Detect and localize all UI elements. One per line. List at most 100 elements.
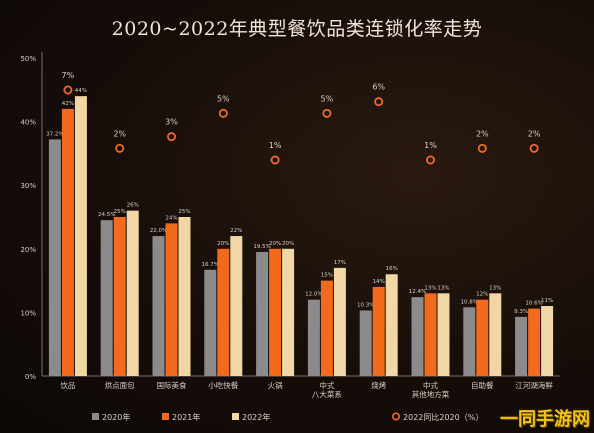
x-tick-label: 中式 — [423, 380, 438, 390]
bar-2022 — [541, 306, 554, 376]
bar-2020 — [515, 316, 528, 376]
change-value-label: 1% — [424, 141, 437, 150]
x-tick-label: 其他地方菜 — [412, 389, 450, 399]
bar-2022 — [230, 236, 243, 376]
bar-value-label: 16% — [386, 266, 398, 272]
y-tick-label: 40% — [20, 119, 36, 127]
change-point — [529, 143, 539, 153]
bar-2021 — [113, 217, 126, 376]
x-tick-label: 中式 — [319, 380, 334, 390]
change-value-label: 5% — [217, 94, 230, 103]
bar-value-label: 10.3% — [357, 302, 374, 308]
bar-value-label: 13% — [437, 285, 449, 291]
legend-swatch-2020 — [92, 413, 99, 420]
bar-2020 — [256, 251, 269, 376]
x-tick-label: 自助餐 — [471, 380, 494, 390]
bar-value-label: 37.2% — [46, 131, 63, 137]
change-value-label: 2% — [528, 129, 541, 138]
bar-2021 — [372, 286, 385, 376]
change-value-label: 1% — [269, 141, 282, 150]
bar-value-label: 24.5% — [98, 212, 115, 218]
bar-2020 — [48, 139, 61, 376]
change-value-label: 2% — [476, 129, 489, 138]
bar-2020 — [463, 307, 476, 376]
bar-2021 — [269, 248, 282, 376]
y-tick-label: 0% — [25, 373, 36, 381]
change-value-label: 5% — [321, 94, 334, 103]
change-point — [166, 132, 176, 142]
x-tick-label: 八大菜系 — [312, 389, 342, 399]
change-point — [477, 143, 487, 153]
bar-value-label: 12.4% — [409, 289, 426, 295]
legend-label-2020: 2020年 — [102, 412, 130, 422]
y-tick-label: 50% — [20, 55, 36, 63]
legend-swatch-2021 — [162, 413, 169, 420]
bar-value-label: 17% — [334, 260, 346, 266]
legend-label-change: 2022同比2020（%） — [403, 412, 483, 422]
change-value-label: 6% — [372, 83, 385, 92]
bar-value-label: 20% — [269, 241, 281, 247]
change-point — [115, 143, 125, 153]
bar-value-label: 13% — [424, 285, 436, 291]
bar-value-label: 15% — [321, 273, 333, 279]
bar-value-label: 25% — [114, 209, 126, 215]
bar-2022 — [74, 96, 87, 376]
bar-2022 — [385, 274, 398, 376]
x-tick-label: 烘点面包 — [105, 380, 135, 390]
change-point — [322, 108, 332, 118]
change-point — [270, 155, 280, 165]
watermark-logo: 一同手游网 — [500, 409, 590, 430]
x-tick-label: 烧烤 — [371, 380, 386, 390]
legend-label-2022: 2022年 — [242, 412, 270, 422]
change-point — [425, 155, 435, 165]
bar-2021 — [165, 223, 178, 376]
x-tick-label: 江河湖海鲜 — [515, 380, 553, 390]
bar-value-label: 26% — [127, 203, 139, 209]
bar-2020 — [204, 269, 217, 376]
bar-value-label: 12% — [476, 292, 488, 298]
bar-2022 — [126, 210, 139, 376]
bar-value-label: 22.0% — [150, 228, 167, 234]
y-tick-label: 30% — [20, 182, 36, 190]
bar-2020 — [359, 310, 372, 376]
bar-2021 — [528, 308, 541, 376]
bar-value-label: 19.5% — [253, 244, 270, 250]
bar-2021 — [61, 108, 74, 376]
bar-value-label: 24% — [165, 215, 177, 221]
legend-label-2021: 2021年 — [172, 412, 200, 422]
bar-value-label: 12.0% — [305, 292, 322, 298]
bar-value-label: 16.7% — [202, 262, 219, 268]
x-tick-label: 火锅 — [268, 380, 283, 390]
bar-2021 — [320, 280, 333, 376]
y-tick-label: 10% — [20, 309, 36, 317]
change-value-label: 7% — [62, 71, 75, 80]
bar-2020 — [307, 299, 320, 376]
bar-2022 — [437, 293, 450, 376]
bar-2022 — [282, 248, 295, 376]
bar-2020 — [100, 220, 113, 376]
bar-value-label: 14% — [373, 279, 385, 285]
y-tick-label: 20% — [20, 246, 36, 254]
chart-title: 2020~2022年典型餐饮品类连锁化率走势 — [111, 18, 483, 40]
bar-2020 — [411, 297, 424, 376]
change-point — [374, 97, 384, 107]
bar-value-label: 25% — [178, 209, 190, 215]
bar-value-label: 20% — [282, 241, 294, 247]
bar-2021 — [217, 248, 230, 376]
bar-value-label: 44% — [75, 88, 87, 94]
legend-swatch-2022 — [232, 413, 239, 420]
bar-value-label: 11% — [541, 298, 553, 304]
x-tick-label: 国际美食 — [157, 380, 187, 390]
bar-2020 — [152, 236, 165, 376]
bar-value-label: 10.8% — [461, 299, 478, 305]
bar-2022 — [333, 267, 346, 376]
change-point — [63, 85, 73, 95]
x-tick-label: 小吃快餐 — [208, 380, 238, 390]
x-tick-label: 饮品 — [60, 380, 75, 390]
bar-2022 — [489, 293, 502, 376]
bar-value-label: 42% — [62, 101, 74, 107]
bar-value-label: 20% — [217, 241, 229, 247]
legend-swatch-change — [391, 412, 400, 421]
